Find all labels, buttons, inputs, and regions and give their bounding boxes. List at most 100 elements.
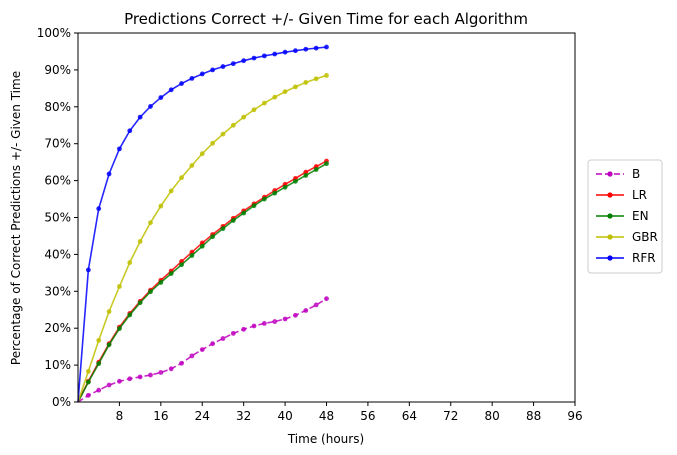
series-en-point xyxy=(272,190,278,196)
series-en-point xyxy=(168,271,174,276)
series-b-point xyxy=(179,360,184,366)
series-b xyxy=(77,296,329,403)
series-b-point xyxy=(241,326,247,332)
series-gbr-point xyxy=(313,76,319,82)
series-en-point xyxy=(220,226,226,231)
series-gbr-point xyxy=(324,73,329,78)
series-b-point xyxy=(261,321,267,326)
legend-label: B xyxy=(632,167,640,181)
series-b-point xyxy=(117,378,122,384)
y-axis-ticks: 0% 10% 20% 30% 40% 50% 60% 70% 80% 90% 100% xyxy=(37,26,78,409)
x-tick-label: 32 xyxy=(236,409,251,423)
x-tick-label: 40 xyxy=(277,409,292,423)
series-gbr-point xyxy=(282,89,288,95)
series-en-point xyxy=(189,253,195,258)
y-tick-label: 90% xyxy=(44,63,71,77)
series-gbr-point xyxy=(117,284,122,289)
series-gbr-point xyxy=(127,260,133,265)
legend-swatch-marker xyxy=(607,192,613,198)
x-axis-label: Time (hours) xyxy=(287,432,364,446)
legend-label: RFR xyxy=(632,251,656,265)
series-en-point xyxy=(282,184,288,190)
series-b-point xyxy=(168,366,174,372)
series-gbr-point xyxy=(158,203,164,209)
x-tick-label: 64 xyxy=(402,409,417,423)
series-b-point xyxy=(230,330,236,336)
y-tick-label: 0% xyxy=(52,395,71,409)
series-rfr-point xyxy=(106,171,112,177)
series-rfr-point xyxy=(85,267,91,273)
series-rfr-point xyxy=(272,51,278,57)
series-en-point xyxy=(230,218,236,223)
legend-item-en: EN xyxy=(596,209,649,223)
series-rfr-point xyxy=(293,48,298,54)
series-rfr-point xyxy=(220,64,226,69)
series-rfr-point xyxy=(261,53,267,59)
x-tick-label: 72 xyxy=(443,409,458,423)
series-gbr-point xyxy=(251,107,257,113)
y-tick-label: 70% xyxy=(44,137,71,151)
series-b-point xyxy=(127,376,133,382)
y-tick-label: 50% xyxy=(44,211,71,225)
series-b-point xyxy=(324,296,329,302)
legend-item-b: B xyxy=(596,167,640,181)
series-gbr-point xyxy=(106,309,112,314)
series-b-point xyxy=(137,374,143,380)
series-b-point xyxy=(293,312,298,318)
series-en-point xyxy=(303,173,309,178)
legend-item-rfr: RFR xyxy=(596,251,656,265)
series-b-point xyxy=(303,308,309,313)
series-gbr-point xyxy=(148,220,153,226)
x-tick-label: 48 xyxy=(319,409,334,423)
series-rfr-point xyxy=(282,49,288,55)
series-en-point xyxy=(106,342,112,348)
series-rfr-point xyxy=(96,206,102,212)
x-tick-label: 24 xyxy=(195,409,210,423)
legend-item-lr: LR xyxy=(596,188,647,202)
series-gbr xyxy=(77,73,329,403)
series-gbr-point xyxy=(179,175,184,181)
legend-label: GBR xyxy=(632,230,658,244)
series-b-point xyxy=(251,323,257,329)
series-b-point xyxy=(282,316,288,322)
series-layer xyxy=(77,44,329,403)
series-b-point xyxy=(220,336,226,341)
x-tick-label: 56 xyxy=(360,409,375,423)
series-en xyxy=(77,161,329,403)
series-gbr-point xyxy=(241,114,247,120)
series-en-point xyxy=(251,203,257,209)
series-en-line xyxy=(77,162,327,403)
series-en-point xyxy=(199,243,205,249)
x-tick-label: 80 xyxy=(485,409,500,423)
series-b-point xyxy=(148,372,153,378)
series-rfr-point xyxy=(241,58,247,64)
series-gbr-point xyxy=(85,368,91,374)
series-rfr-point xyxy=(210,67,216,73)
series-gbr-point xyxy=(293,84,298,90)
legend-swatch-marker xyxy=(607,255,613,261)
series-gbr-point xyxy=(199,151,205,157)
legend: B LR EN GBR RFR xyxy=(587,159,663,274)
series-b-point xyxy=(210,341,216,347)
series-en-point xyxy=(158,280,164,285)
series-b-point xyxy=(313,302,319,308)
series-en-point xyxy=(241,210,247,216)
series-gbr-point xyxy=(137,239,143,244)
series-lr-line xyxy=(77,160,327,403)
series-rfr-point xyxy=(137,114,143,120)
series-en-point xyxy=(85,379,91,385)
legend-swatch-marker xyxy=(607,171,613,177)
series-rfr-point xyxy=(168,87,174,93)
series-b-point xyxy=(106,382,112,388)
series-gbr-point xyxy=(272,94,278,100)
series-rfr-point xyxy=(251,55,257,61)
series-en-point xyxy=(117,326,122,331)
series-gbr-line xyxy=(77,74,327,403)
legend-label: LR xyxy=(632,188,647,202)
series-gbr-point xyxy=(168,188,174,194)
plot-frame xyxy=(77,32,576,403)
series-lr xyxy=(77,158,329,403)
series-b-point xyxy=(199,347,205,353)
series-rfr-point xyxy=(148,104,153,109)
series-rfr-point xyxy=(199,71,205,77)
